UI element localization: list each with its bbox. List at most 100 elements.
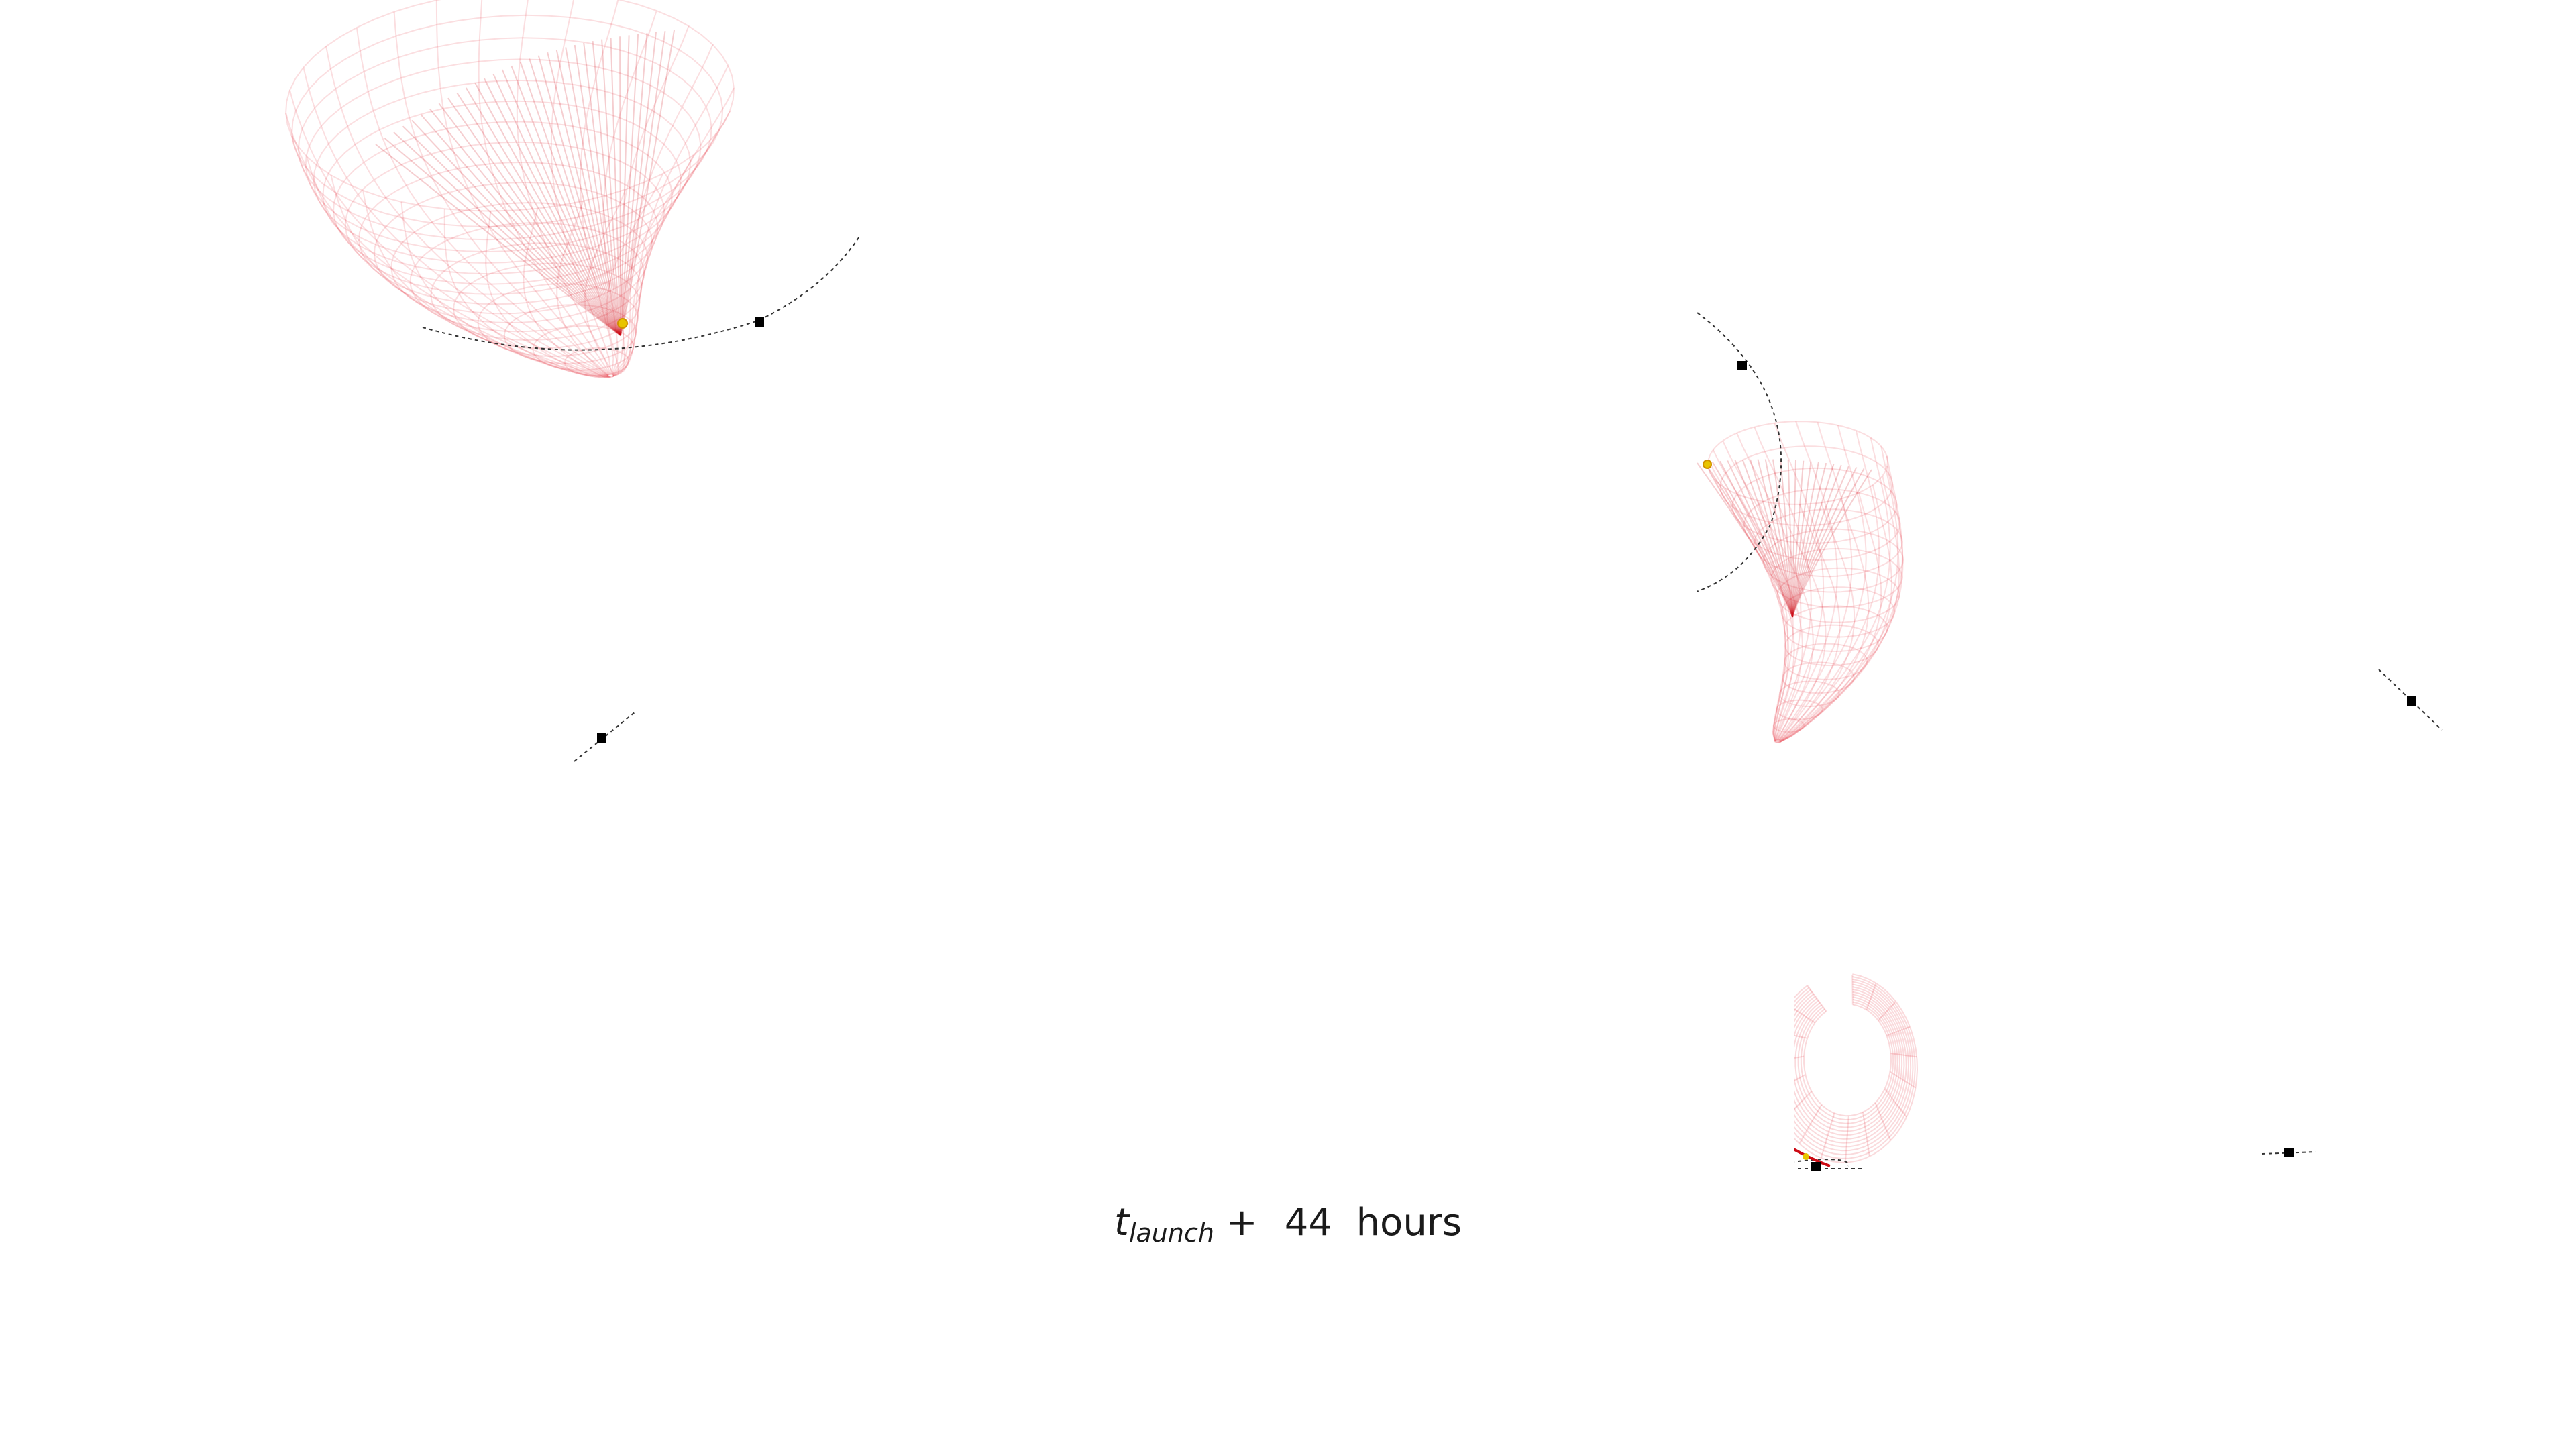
mesh-meridian <box>1739 494 1803 743</box>
mesh-meridian <box>1780 476 1900 743</box>
time-symbol: t <box>1114 1201 1129 1244</box>
mesh-core-line <box>393 131 621 336</box>
mesh-ring <box>607 374 614 378</box>
spacecraft-2 <box>1703 460 1712 469</box>
mesh-surface-2 <box>1707 421 1904 743</box>
mesh-core-line <box>1711 461 1793 618</box>
mesh-ring <box>1772 718 1805 733</box>
mesh-meridian <box>1799 1104 1823 1144</box>
mesh-meridian <box>1780 466 1904 743</box>
mesh-meridian <box>602 10 657 375</box>
panel-view-6 <box>2261 1148 2316 1157</box>
mesh-core-line <box>1792 464 1842 618</box>
mesh-core-line <box>1792 464 1835 618</box>
plus-sign: + <box>1226 1201 1258 1244</box>
mesh-ring <box>1794 988 1905 1140</box>
mesh-core-2 <box>1697 459 1872 618</box>
mesh-ring <box>1719 445 1894 527</box>
mesh-core-line <box>1764 459 1793 618</box>
mesh-ring <box>477 283 639 357</box>
mesh-core-line <box>1741 459 1793 618</box>
mesh-meridian <box>1878 1001 1896 1021</box>
mesh-meridian <box>1754 427 1812 741</box>
mesh-ring <box>1784 624 1880 667</box>
mesh-core-line <box>1734 460 1793 618</box>
mesh-meridian <box>556 201 612 378</box>
mesh-core-line <box>511 65 621 336</box>
mesh-meridian <box>478 0 611 375</box>
marker-5 <box>1811 1162 1821 1171</box>
mesh-core-line <box>402 125 621 336</box>
mesh-meridian <box>1774 423 1825 741</box>
mesh-meridian <box>1889 1071 1917 1089</box>
panel-view-5 <box>1794 973 1919 1171</box>
mesh-meridian <box>330 174 608 378</box>
mesh-ring <box>1784 643 1868 680</box>
mesh-meridian <box>1722 440 1794 741</box>
mesh-meridian <box>1778 425 1867 741</box>
mesh-meridian <box>1794 1074 1806 1081</box>
mesh-meridian <box>1884 1088 1907 1118</box>
mesh-core-line <box>384 138 621 336</box>
mesh-meridian <box>1708 469 1786 742</box>
mesh-core-line <box>1792 460 1796 618</box>
mesh-ring <box>305 58 702 253</box>
spacecraft-1 <box>617 318 628 329</box>
mesh-meridian <box>1886 1026 1911 1036</box>
mesh-core-line <box>1792 469 1872 618</box>
mesh-core-line <box>456 92 621 336</box>
mesh-meridian <box>1778 502 1856 743</box>
mesh-meridian <box>1807 985 1827 1012</box>
mesh-meridian <box>1712 449 1789 741</box>
mesh-ring <box>322 100 682 275</box>
mesh-meridian <box>1862 1112 1870 1157</box>
mesh-meridian <box>443 209 610 378</box>
mesh-core-line <box>474 83 621 336</box>
mesh-core-line <box>1750 459 1793 618</box>
mesh-meridian <box>612 133 717 377</box>
mesh-meridian <box>1779 492 1882 743</box>
mesh-core-line <box>1757 459 1793 618</box>
mesh-ring <box>297 37 712 241</box>
marker-2 <box>1737 361 1747 370</box>
mesh-ring <box>373 181 653 315</box>
mesh-meridian <box>1757 500 1814 743</box>
mesh-core-line <box>1792 462 1827 618</box>
mesh-core-line <box>420 114 621 336</box>
mesh-meridian <box>1866 983 1877 1010</box>
mesh-core-line <box>1792 466 1850 618</box>
mesh-ring <box>1776 567 1900 623</box>
mesh-ring <box>313 79 692 264</box>
mesh-meridian <box>580 0 619 375</box>
hours-unit: hours <box>1356 1201 1462 1244</box>
mesh-core-line <box>1792 461 1812 618</box>
mesh-ring <box>1731 467 1898 544</box>
mesh-ring <box>1743 488 1901 561</box>
mesh-meridian <box>285 113 608 376</box>
mesh-meridian <box>1777 421 1838 741</box>
time-subscript: launch <box>1128 1218 1214 1248</box>
mesh-core-line <box>1719 460 1793 618</box>
mesh-meridian <box>1707 459 1786 742</box>
mesh-core-line <box>492 73 621 336</box>
mesh-ring <box>1783 605 1888 653</box>
mesh-meridian <box>612 25 690 376</box>
mesh-ring <box>430 242 643 341</box>
mesh-meridian <box>1780 455 1903 742</box>
mesh-meridian <box>400 201 610 378</box>
panel-view-2 <box>1697 311 1904 743</box>
mesh-ring <box>1776 699 1823 720</box>
mesh-core-line <box>1787 460 1793 618</box>
mesh-meridian <box>1780 446 1899 742</box>
mesh-ring <box>291 14 724 228</box>
mesh-meridian <box>584 189 627 378</box>
mesh-ring <box>532 325 635 371</box>
mesh-meridian <box>362 190 609 378</box>
mesh-ring <box>453 262 641 350</box>
mesh-core-line <box>1704 462 1793 618</box>
mesh-core-line <box>1780 459 1793 618</box>
mesh-meridian <box>1794 1008 1816 1024</box>
mesh-meridian <box>1778 498 1870 743</box>
mesh-meridian <box>1713 479 1790 742</box>
mesh-core-line <box>1697 462 1793 618</box>
